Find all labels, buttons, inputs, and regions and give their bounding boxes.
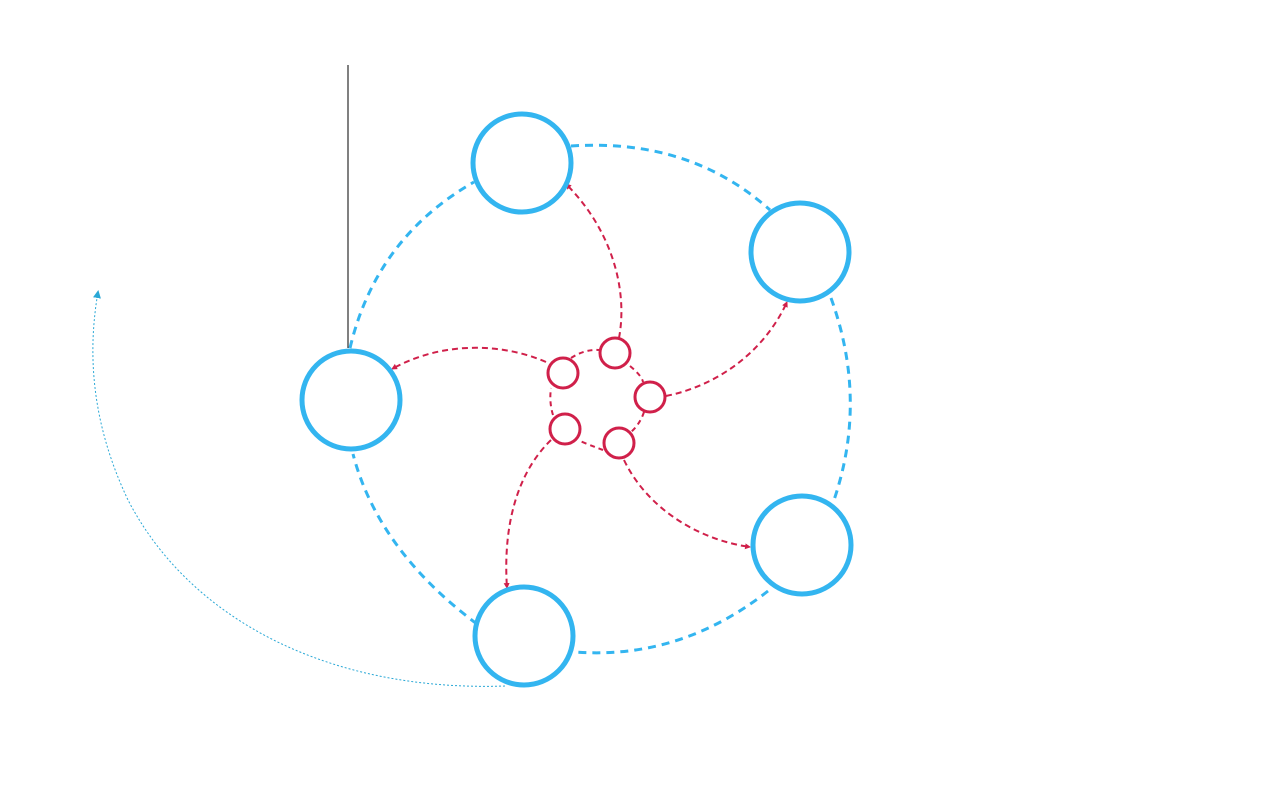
node-lower-right[interactable]: [750, 493, 854, 597]
inner-link-1: [629, 365, 644, 383]
spoke-inner-right-to-node-upper-right: [665, 301, 788, 397]
inner-right[interactable]: [633, 380, 667, 414]
inner-upper-left[interactable]: [546, 356, 580, 390]
spoke-inner-upper-left-to-node-left: [391, 346, 547, 370]
outer-nodes: [299, 111, 854, 688]
inner-top[interactable]: [598, 336, 632, 370]
orbit-arrow: [92, 290, 506, 687]
outer-link-left-top: [348, 180, 475, 349]
inner-lower-right[interactable]: [602, 426, 636, 460]
inner-link-4: [549, 387, 554, 416]
node-top[interactable]: [470, 111, 574, 215]
outer-link-top-upper-right: [570, 143, 772, 212]
inner-link-5: [570, 348, 600, 359]
outer-link-lower-right-bottom: [574, 589, 769, 655]
inner-link-2: [630, 411, 645, 433]
spoke-inner-lower-left-to-node-bottom: [503, 439, 552, 589]
node-left[interactable]: [299, 348, 403, 452]
inner-nodes: [546, 336, 667, 460]
outer-link-bottom-left: [351, 453, 478, 626]
spoke-links: [391, 183, 788, 589]
outer-ring-links: [348, 143, 852, 655]
spoke-inner-lower-right-to-node-lower-right: [623, 459, 751, 550]
inner-link-3: [579, 440, 604, 451]
node-upper-right[interactable]: [748, 200, 852, 304]
inner-ring-links: [549, 348, 645, 451]
node-bottom[interactable]: [472, 584, 576, 688]
inner-lower-left[interactable]: [548, 412, 582, 446]
outer-link-upper-right-lower-right: [829, 297, 852, 501]
spoke-inner-top-to-node-top: [565, 183, 623, 339]
